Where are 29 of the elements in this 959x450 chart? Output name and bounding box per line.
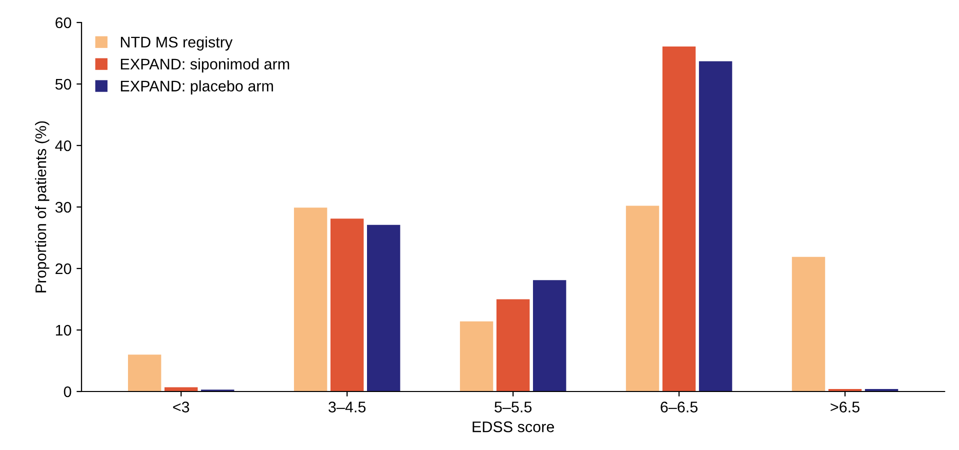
x-axis-title: EDSS score xyxy=(472,421,554,432)
legend-label: EXPAND: siponimod arm xyxy=(120,58,290,73)
y-axis-title: Proportion of patients (%) xyxy=(35,121,50,292)
y-tick-label: 60 xyxy=(56,17,72,28)
bar xyxy=(662,46,696,392)
legend-label: EXPAND: placebo arm xyxy=(120,80,273,94)
bar xyxy=(367,224,400,392)
bar xyxy=(626,206,660,392)
bar xyxy=(532,280,566,392)
x-tick-label: 5–5.5 xyxy=(494,402,532,412)
y-tick-label: 0 xyxy=(64,386,72,398)
x-tick-label: <3 xyxy=(173,402,190,412)
y-tick-label: 30 xyxy=(55,202,72,213)
y-tick-label: 20 xyxy=(56,263,72,274)
x-tick-label: 3–4.5 xyxy=(328,402,366,412)
y-tick-label: 10 xyxy=(56,324,72,336)
bar xyxy=(698,61,732,392)
bar xyxy=(460,321,494,392)
bar xyxy=(496,299,530,392)
y-tick-label: 50 xyxy=(55,78,72,90)
bar xyxy=(164,387,198,392)
x-tick-label: 6–6.5 xyxy=(660,402,698,412)
x-tick-label: >6.5 xyxy=(830,402,860,412)
bar xyxy=(330,218,364,392)
bar xyxy=(128,354,162,392)
y-tick-label: 40 xyxy=(55,140,72,152)
bar xyxy=(792,256,826,392)
legend-label: NTD MS registry xyxy=(120,36,233,51)
bar xyxy=(294,208,328,392)
